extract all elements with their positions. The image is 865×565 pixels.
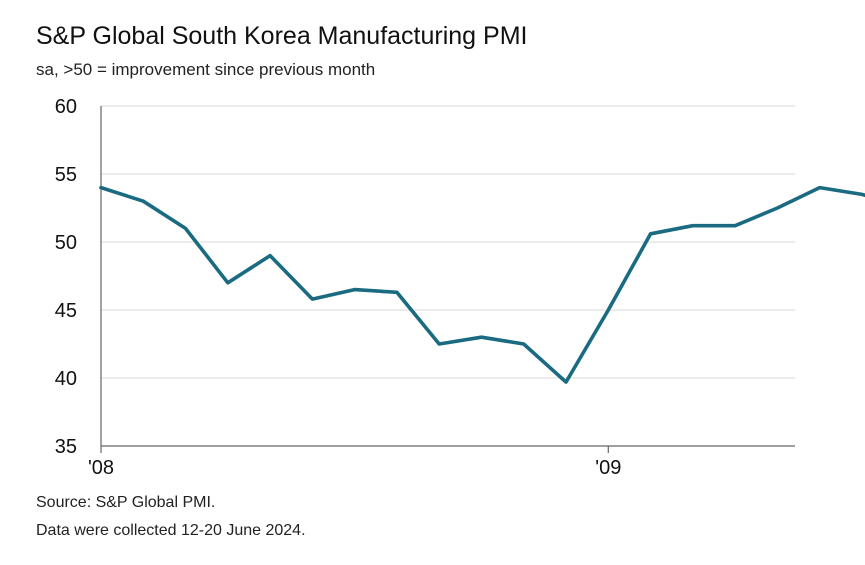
chart-title: S&P Global South Korea Manufacturing PMI [36,22,528,50]
x-axis-ticks: '08'09'10'11'12'13'14'15'16'17'18'19'20'… [88,446,621,479]
x-tick-label-0: '08 [88,457,114,479]
y-tick-label-40: 40 [55,368,77,390]
series-layer [99,185,865,384]
x-tick-label-1: '09 [595,457,621,479]
y-tick-label-60: 60 [55,96,77,118]
y-tick-label-45: 45 [55,300,77,322]
chart-subtitle: sa, >50 = improvement since previous mon… [36,60,376,79]
source-note: Source: S&P Global PMI. [36,494,216,511]
pmi-series-line [99,185,865,384]
y-axis-ticks: 35 40 45 50 55 60 [55,96,77,458]
y-tick-label-55: 55 [55,164,77,186]
axes [100,106,795,447]
y-tick-label-50: 50 [55,232,77,254]
collection-note: Data were collected 12-20 June 2024. [36,522,306,539]
y-tick-label-35: 35 [55,436,77,458]
grid-lines [101,105,795,379]
